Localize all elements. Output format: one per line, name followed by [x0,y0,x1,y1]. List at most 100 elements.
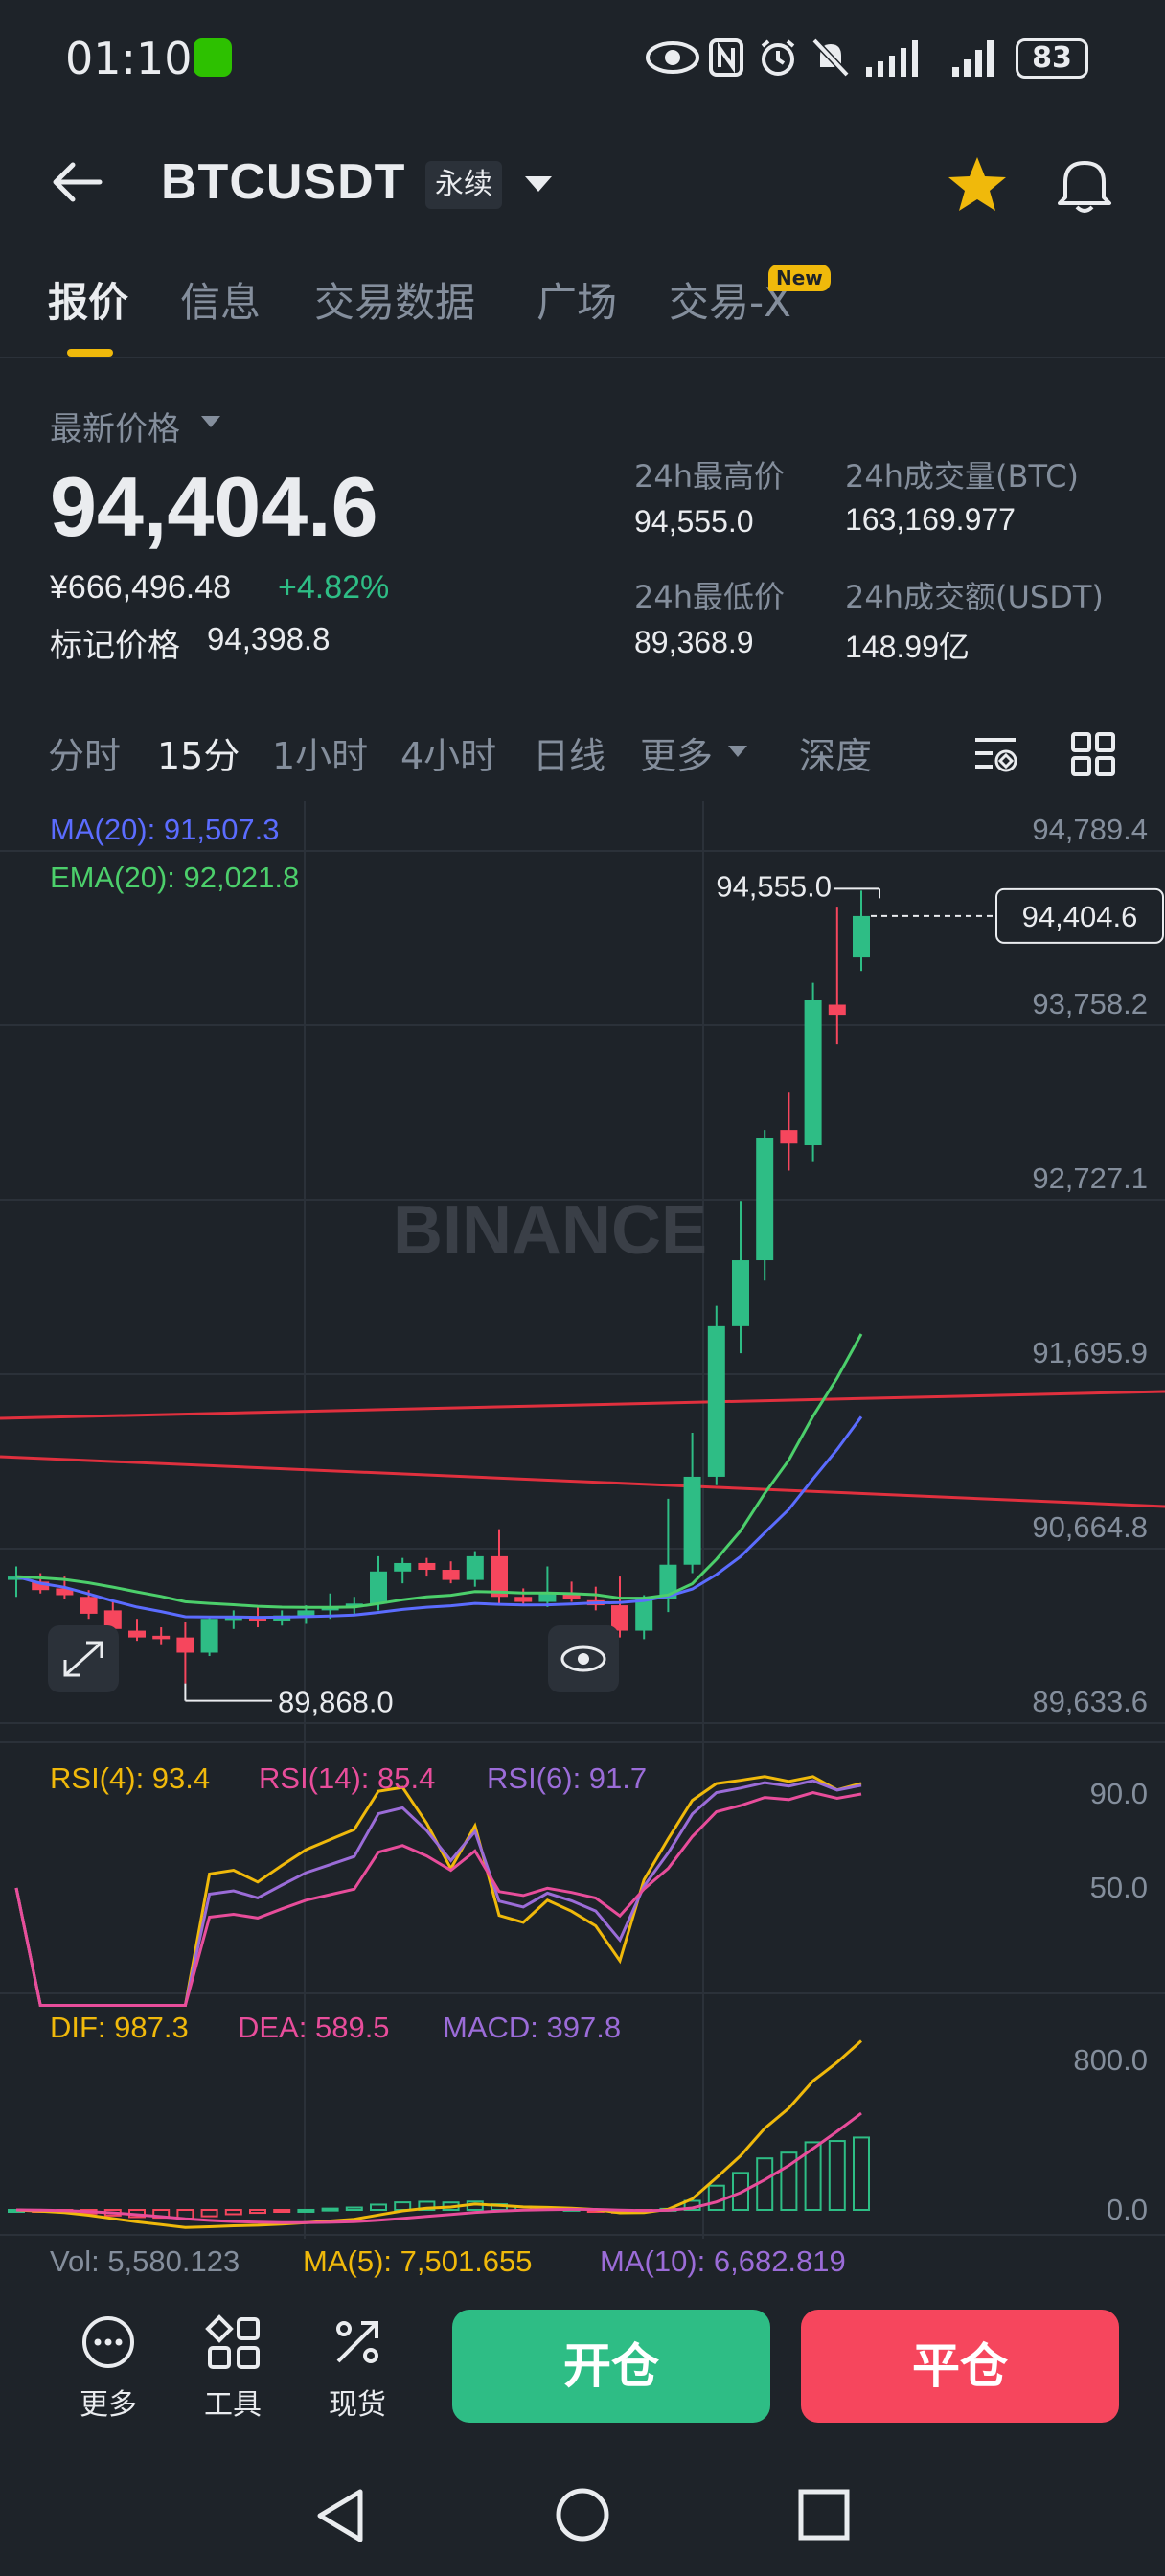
more-dots-icon [82,2316,134,2368]
binance-watermark: BINANCE [393,1192,707,1269]
alarm-icon [761,39,795,76]
caret-down-small-icon[interactable] [199,414,222,429]
candle-body [152,1635,171,1640]
price-axis-label: 92,727.1 [1032,1162,1148,1195]
dea-line [15,2111,862,2224]
open-position-button[interactable]: 开仓 [452,2310,770,2423]
interval-time[interactable]: 分时 [48,735,122,777]
macd-histogram-bar [853,2136,870,2211]
price-label[interactable]: 最新价格 [50,410,180,448]
rsi4-legend: RSI(4): 93.4 [50,1761,211,1795]
layout-grid-icon[interactable] [1069,730,1117,778]
more-caret-icon[interactable] [726,744,749,759]
kline-chart[interactable]: BINANCE 90.0 50.0 800.0 0.0 94,789.4 93,758… [0,801,1165,2287]
bell-icon[interactable] [1056,155,1113,215]
rsi14-legend: RSI(14): 85.4 [259,1761,436,1795]
interval-1h[interactable]: 1小时 [272,735,369,777]
caret-down-icon[interactable] [523,172,554,196]
macd-histogram-bar [707,2184,725,2211]
candle-body [538,1593,557,1602]
macd-histogram-bar [321,2207,339,2212]
macd-histogram-bar [804,2141,822,2212]
vol-ma10-legend: MA(10): 6,682.819 [600,2244,846,2278]
macd-histogram-bar [345,2206,363,2212]
candle-body [176,1637,194,1653]
candle-body [683,1476,701,1565]
macd-histogram-bar [732,2172,749,2211]
candle-body [611,1605,628,1631]
candle-body [828,1004,846,1016]
header [0,134,1165,230]
tab-info[interactable]: 信息 [180,279,262,326]
dea-legend: DEA: 589.5 [238,2011,390,2044]
high-value: 94,555.0 [634,504,754,539]
candle-body [8,1576,25,1580]
candle-body [780,1130,798,1144]
interval-15m[interactable]: 15分 [157,735,240,777]
macd-histogram-bar [780,2151,798,2211]
close-position-button[interactable]: 平仓 [801,2310,1119,2423]
new-badge: New [768,264,831,291]
dif-legend: DIF: 987.3 [50,2011,189,2044]
vol-usdt-label: 24h成交额(USDT) [845,579,1104,615]
interval-depth[interactable]: 深度 [799,735,873,777]
symbol-title[interactable]: BTCUSDT [161,154,406,210]
vol-btc-value: 163,169.977 [845,502,1016,537]
trendline-lower [0,1455,1165,1508]
spot-tool[interactable]: 现货 [314,2313,400,2423]
high-label: 24h最高价 [634,458,786,494]
price-axis-label: 93,758.2 [1032,987,1148,1021]
ma20-legend: MA(20): 91,507.3 [50,813,280,846]
tab-quote[interactable]: 报价 [48,279,129,326]
fullscreen-button[interactable] [48,1625,119,1692]
low-marker-label: 89,868.0 [278,1686,394,1719]
tab-trading-data[interactable]: 交易数据 [314,279,476,326]
eye-icon [646,41,699,74]
price-axis-label: 89,633.6 [1032,1685,1148,1718]
interval-1d[interactable]: 日线 [533,735,606,777]
tools-tool[interactable]: 工具 [190,2313,276,2423]
back-arrow-icon[interactable] [50,159,103,205]
status-bar: 01:10 83 [0,0,1165,115]
trendline-upper [0,1390,1165,1420]
dif-line [15,2039,862,2229]
nav-home-icon[interactable] [554,2486,611,2543]
nav-recent-icon[interactable] [797,2488,851,2542]
mute-icon [811,37,850,78]
candle-body [442,1570,460,1580]
chart-area[interactable]: BINANCE 90.0 50.0 800.0 0.0 94,789.4 93,758… [0,801,1165,2287]
interval-more[interactable]: 更多 [640,735,714,777]
candle-body [128,1630,146,1638]
price-axis-label: 90,664.8 [1032,1510,1148,1544]
tab-square[interactable]: 广场 [537,279,618,326]
candle-body [853,915,870,958]
macd-histogram-bar [418,2200,436,2211]
rsi6-line [14,1779,862,2007]
rsi6-legend: RSI(6): 91.7 [487,1761,648,1795]
rsi-axis-label: 50.0 [1090,1871,1148,1904]
contract-type-tag: 永续 [425,161,502,209]
interval-bar: 分时 15分 1小时 4小时 日线 更多 深度 [0,719,1165,792]
star-icon[interactable] [947,155,1008,215]
macd-histogram-bar [828,2140,846,2211]
more-tool[interactable]: 更多 [65,2313,151,2423]
candle-body [370,1571,387,1604]
macd-axis-label: 800.0 [1073,2043,1148,2077]
candle-body [635,1598,653,1631]
candle-body [659,1564,677,1599]
vol-btc-label: 24h成交量(BTC) [845,458,1079,494]
current-price-label: 94,404.6 [1022,900,1138,933]
interval-4h[interactable]: 4小时 [400,735,497,777]
candle-body [707,1325,725,1477]
visibility-toggle-button[interactable] [548,1625,619,1692]
tab-active-indicator [67,349,113,356]
chart-settings-icon[interactable] [971,730,1019,778]
candle-body [732,1260,749,1326]
candle-body [394,1562,412,1572]
battery-icon: 83 [1016,38,1088,79]
mark-price-label: 标记价格 [50,627,180,665]
nav-back-icon[interactable] [312,2486,366,2545]
system-nav-bar [0,2450,1165,2576]
candle-body [103,1610,122,1629]
wechat-icon [194,38,232,77]
